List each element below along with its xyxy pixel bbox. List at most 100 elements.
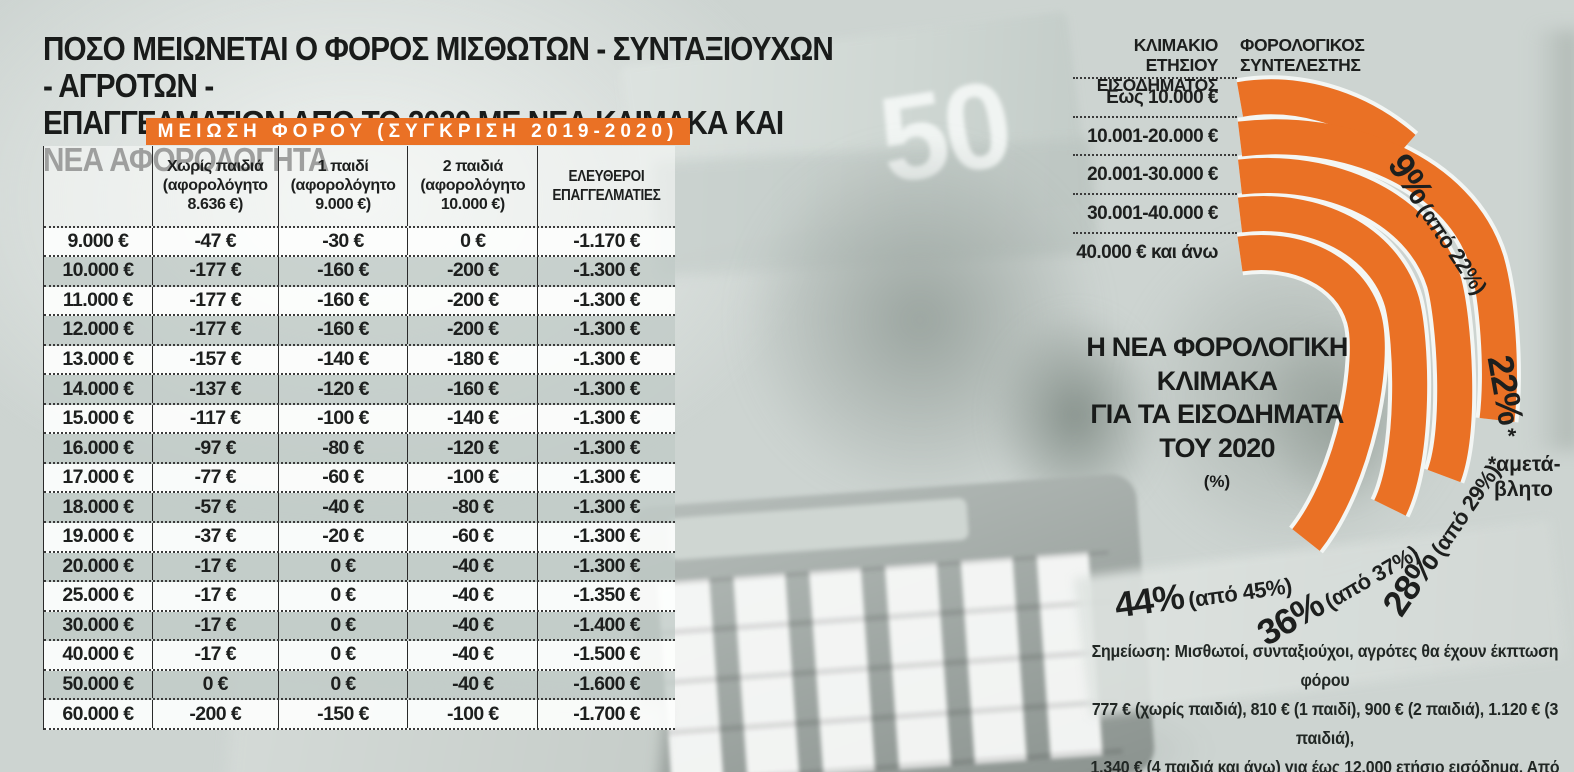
- rate-asterisk: *: [1495, 426, 1522, 439]
- income-cell: 60.000 €: [62, 702, 134, 725]
- chart-center-title: Η ΝΕΑ ΦΟΡΟΛΟΓΙΚΗ ΚΛΙΜΑΚΑ ΓΙΑ ΤΑ ΕΙΣΟΔΗΜΑ…: [1062, 331, 1372, 499]
- header-line: ΚΛΙΜΑΚΙΟ ΕΤΗΣΙΟΥ: [1133, 35, 1219, 75]
- cell: -140 €: [277, 345, 408, 374]
- income-cell: 18.000 €: [62, 495, 134, 518]
- table-header-row: Χωρίς παιδιά (αφορολόγητο 8.636 €) 1 παι…: [44, 146, 675, 228]
- cell: 0 €: [407, 227, 537, 256]
- bracket-item: 20.001-30.000 €: [1073, 154, 1237, 193]
- cell: -37 €: [151, 522, 278, 551]
- header-line: 2 παιδιά: [442, 158, 504, 176]
- bracket-item: 30.001-40.000 €: [1073, 193, 1237, 232]
- cell: -1.300 €: [537, 316, 675, 344]
- rate-value: 44%: [1112, 575, 1187, 626]
- header-line: 8.636 €): [187, 196, 243, 214]
- photo-edge-shadow: [1532, 30, 1574, 450]
- arc-band-9pct: [1236, 79, 1416, 162]
- cell: -200 €: [407, 316, 537, 344]
- table-row: 50.000 €0 €0 € -40 € -1.600 €: [44, 670, 675, 701]
- header-line: 10.000 €): [440, 196, 505, 214]
- cell: -157 €: [151, 345, 278, 374]
- header-line: ΦΟΡΟΛΟΓΙΚΟΣ: [1240, 35, 1365, 55]
- cell: 0 €: [277, 641, 408, 669]
- cell: -1.300 €: [537, 286, 675, 315]
- cell: -1.300 €: [537, 434, 675, 462]
- header-line: 9.000 €): [315, 196, 371, 214]
- note-line: 777 € (χωρίς παιδιά), 810 € (1 παιδί), 9…: [1091, 699, 1559, 748]
- cell: -40 €: [407, 641, 537, 669]
- cell: -1.600 €: [537, 670, 675, 699]
- cell: -1.500 €: [537, 641, 675, 669]
- footnote-line: βλητο: [1494, 478, 1553, 501]
- cell: -40 €: [407, 552, 537, 581]
- table-row: 17.000 € -77 € -60 € -100 € -1.300 €: [44, 463, 675, 494]
- cell: -180 €: [407, 345, 537, 374]
- income-cell: 13.000 €: [62, 347, 134, 370]
- table-banner: ΜΕΙΩΣΗ ΦΟΡΟΥ (ΣΥΓΚΡΙΣΗ 2019-2020): [146, 118, 690, 145]
- cell: -40 €: [277, 493, 408, 521]
- cell: -97 €: [151, 434, 278, 462]
- note-line: Σημείωση: Μισθωτοί, συνταξιούχοι, αγρότε…: [1091, 641, 1559, 690]
- title-line: Η ΝΕΑ ΦΟΡΟΛΟΓΙΚΗ: [1086, 332, 1348, 362]
- header-line: (αφορολόγητο: [162, 177, 268, 195]
- cell: -177 €: [151, 257, 278, 285]
- bracket-item: Εως 10.000 €: [1073, 77, 1237, 116]
- cell: -177 €: [151, 316, 278, 344]
- rate-value: 22%: [1479, 352, 1532, 428]
- cell: -80 €: [407, 493, 537, 521]
- cell: -17 €: [151, 641, 278, 669]
- table-row: 15.000 € -117 € -100 € -140 € -1.300 €: [44, 404, 675, 435]
- cell: -160 €: [277, 257, 408, 285]
- cell: -1.300 €: [537, 375, 675, 403]
- cell: -120 €: [277, 375, 408, 403]
- cell: -1.300 €: [537, 552, 675, 581]
- cell: -40 €: [407, 611, 537, 640]
- income-cell: 12.000 €: [62, 318, 134, 341]
- table-row: 14.000 € -137 € -120 € -160 € -1.300 €: [44, 375, 675, 405]
- cell: -17 €: [151, 582, 278, 610]
- cell: -177 €: [151, 286, 278, 315]
- income-cell: 9.000 €: [67, 229, 129, 252]
- header-line: ΕΠΑΓΓΕΛΜΑΤΙΕΣ: [552, 186, 661, 204]
- header-line: ΕΛΕΥΘΕΡΟΙ: [568, 167, 645, 185]
- cell: 0 €: [277, 582, 408, 610]
- cell: -1.300 €: [537, 493, 675, 521]
- table-row: 16.000 € -97 € -80 € -120 € -1.300 €: [44, 434, 675, 464]
- income-cell: 25.000 €: [62, 584, 134, 607]
- cell: -100 €: [407, 700, 537, 728]
- page-title-line1: ΠΟΣΟ ΜΕΙΩΝΕΤΑΙ Ο ΦΟΡΟΣ ΜΙΣΘΩΤΩΝ - ΣΥΝΤΑΞ…: [43, 30, 834, 104]
- banknote-50-text: 50: [870, 54, 1018, 210]
- income-cell: 20.000 €: [62, 554, 134, 577]
- no-children-column-header: Χωρίς παιδιά (αφορολόγητο 8.636 €): [151, 146, 278, 226]
- cell: -57 €: [151, 493, 278, 521]
- cell: -40 €: [407, 582, 537, 610]
- income-cell: 40.000 €: [62, 643, 134, 666]
- cell: -60 €: [277, 463, 408, 492]
- cell: -150 €: [277, 700, 408, 728]
- cell: -77 €: [151, 463, 278, 492]
- income-cell: 16.000 €: [62, 436, 134, 459]
- percent-unit-label: (%): [1203, 472, 1231, 491]
- table-body: 9.000 € -47 € -30 €0 € -1.170 € 10.000 € -17…: [44, 227, 675, 730]
- income-cell: 30.000 €: [62, 613, 134, 636]
- cell: -1.700 €: [537, 700, 675, 728]
- cell: -30 €: [277, 227, 408, 256]
- footnote-line: *αμετά-: [1488, 453, 1561, 476]
- income-column-header: [44, 146, 152, 226]
- hand-photo-decoration: [740, 140, 1100, 500]
- rate-label-9pct: 9% (από 22%): [1379, 146, 1503, 301]
- cell: -1.350 €: [537, 582, 675, 610]
- two-children-column-header: 2 παιδιά (αφορολόγητο 10.000 €): [407, 146, 537, 226]
- table-row: 18.000 € -57 € -40 € -80 € -1.300 €: [44, 493, 675, 523]
- cell: 0 €: [277, 670, 408, 699]
- bracket-item: 40.000 € και άνω: [1073, 231, 1237, 271]
- table-row: 12.000 € -177 € -160 € -200 € -1.300 €: [44, 316, 675, 346]
- cell: -60 €: [407, 522, 537, 551]
- income-bracket-column-header: ΚΛΙΜΑΚΙΟ ΕΤΗΣΙΟΥ ΕΙΣΟΔΗΜΑΤΟΣ: [1060, 35, 1219, 95]
- table-row: 60.000 € -200 € -150 € -100 € -1.700 €: [44, 700, 675, 730]
- cell: -40 €: [407, 670, 537, 699]
- income-bracket-list: Εως 10.000 € 10.001-20.000 € 20.001-30.0…: [1073, 77, 1237, 270]
- income-cell: 19.000 €: [62, 525, 134, 548]
- cell: 0 €: [277, 552, 408, 581]
- table-row: 25.000 € -17 €0 € -40 € -1.350 €: [44, 582, 675, 612]
